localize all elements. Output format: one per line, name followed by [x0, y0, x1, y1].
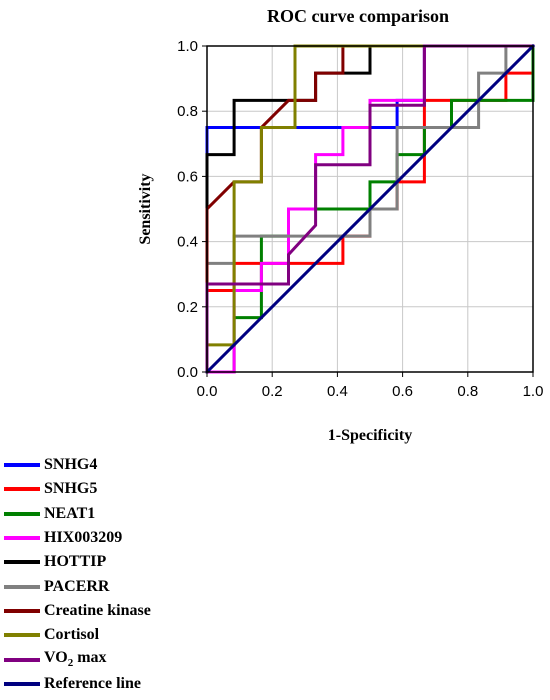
legend-item: Reference line [0, 672, 260, 696]
y-tick-label: 0.8 [177, 103, 198, 120]
legend-label: Cortisol [44, 626, 100, 644]
y-tick-label: 0.2 [177, 299, 198, 316]
legend-label: SNHG4 [44, 456, 98, 474]
legend-item: Creatine kinase [0, 599, 260, 623]
series-line-cortisol [205, 44, 535, 374]
x-tick-label: 0.0 [197, 383, 218, 400]
legend-label: PACERR [44, 577, 110, 595]
series-line-vo2-max [205, 44, 535, 374]
legend-label: HIX003209 [44, 529, 123, 547]
x-tick-label: 0.6 [392, 383, 413, 400]
series-layer [204, 43, 536, 375]
legend-item: HIX003209 [0, 526, 260, 550]
legend-swatch [4, 633, 40, 638]
legend-item: VO2 max [0, 647, 260, 671]
x-tick-label: 0.2 [262, 383, 283, 400]
legend-label: SNHG5 [44, 480, 98, 498]
legend-swatch [4, 536, 40, 541]
x-tick-label: 0.8 [457, 383, 478, 400]
legend-item: Cortisol [0, 623, 260, 647]
legend-label: HOTTIP [44, 553, 107, 571]
chart-title: ROC curve comparison [267, 6, 449, 26]
legend-item: NEAT1 [0, 502, 260, 526]
legend-swatch [4, 584, 40, 589]
y-tick-label: 0.0 [177, 364, 198, 381]
legend-item: SNHG5 [0, 477, 260, 501]
x-axis-label: 1-Specificity [328, 427, 412, 444]
y-tick-label: 0.6 [177, 168, 198, 185]
legend-label: Reference line [44, 674, 141, 692]
axis-ticks: 0.0 0.2 0.4 0.6 0.8 1.0 0.0 0.2 0.4 0.6 0.8 1.0 [177, 38, 543, 400]
legend-label: Creatine kinase [44, 601, 151, 619]
y-axis-label: Sensitivity [137, 173, 154, 244]
y-tick-label: 1.0 [177, 38, 198, 55]
legend-item: HOTTIP [0, 550, 260, 574]
legend-swatch [4, 487, 40, 492]
roc-chart: ROC curve comparison 0.0 0.2 0.4 0.6 0.8 1.00… [137, 6, 543, 444]
legend-swatch [4, 511, 40, 516]
legend-item: PACERR [0, 574, 260, 598]
legend-swatch [4, 681, 40, 686]
legend-swatch [4, 608, 40, 613]
legend-swatch [4, 463, 40, 468]
series-line-creatine-kinase [205, 44, 535, 374]
legend: SNHG4 SNHG5 NEAT1 HIX003209 HOTTIP PACERR Crea… [0, 453, 260, 696]
legend-item: SNHG4 [0, 453, 260, 477]
series-line-neat1 [205, 44, 535, 374]
legend-swatch [4, 560, 40, 565]
x-tick-label: 1.0 [523, 383, 544, 400]
plot-frame [206, 45, 534, 373]
series-line-reference-line [204, 43, 536, 375]
legend-swatch [4, 657, 40, 662]
legend-label: NEAT1 [44, 504, 96, 522]
legend-label: VO2 max [44, 649, 107, 670]
y-tick-label: 0.4 [177, 234, 198, 251]
x-tick-label: 0.4 [327, 383, 348, 400]
